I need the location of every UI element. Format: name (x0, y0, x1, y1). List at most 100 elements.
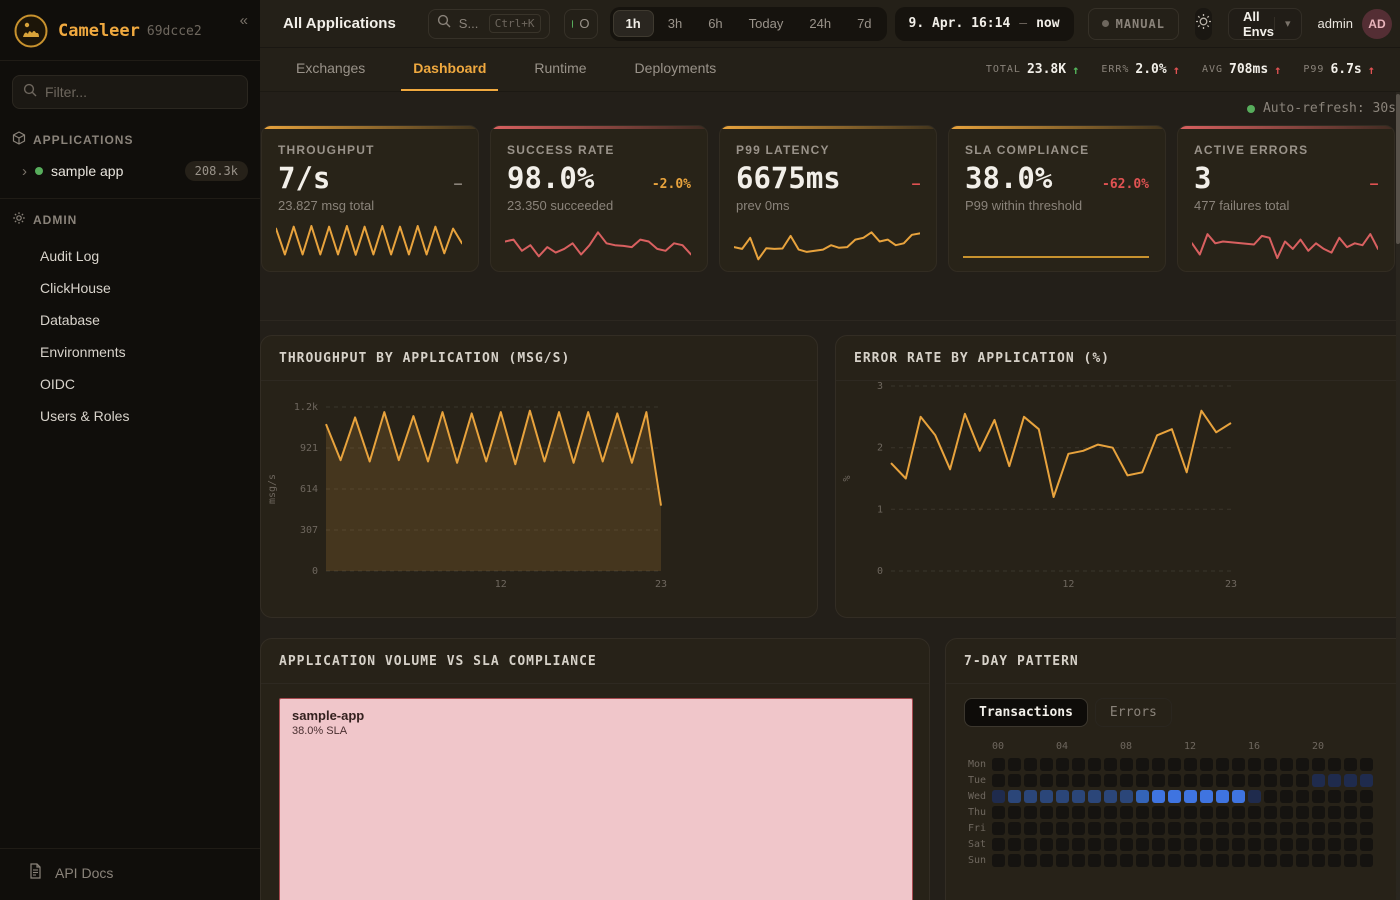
heatmap-cell[interactable] (1152, 822, 1165, 835)
heatmap-cell[interactable] (1056, 758, 1069, 771)
heatmap-cell[interactable] (1184, 822, 1197, 835)
heatmap-cell[interactable] (1280, 854, 1293, 867)
heatmap-cell[interactable] (1088, 854, 1101, 867)
heatmap-cell[interactable] (1024, 774, 1037, 787)
heatmap-cell[interactable] (1120, 790, 1133, 803)
heatmap-cell[interactable] (1360, 806, 1373, 819)
heatmap-cell[interactable] (1152, 854, 1165, 867)
heatmap-cell[interactable] (1248, 822, 1261, 835)
heatmap-cell[interactable] (1248, 774, 1261, 787)
heatmap-cell[interactable] (1184, 806, 1197, 819)
heatmap-cell[interactable] (1104, 822, 1117, 835)
heatmap-cell[interactable] (1136, 822, 1149, 835)
sidebar-item-database[interactable]: Database (40, 312, 100, 328)
heatmap-cell[interactable] (1232, 774, 1245, 787)
heatmap-cell[interactable] (1120, 822, 1133, 835)
heatmap-cell[interactable] (1152, 838, 1165, 851)
sidebar-item-clickhouse[interactable]: ClickHouse (40, 280, 111, 296)
heatmap-cell[interactable] (1344, 822, 1357, 835)
heatmap-cell[interactable] (1328, 774, 1341, 787)
heatmap-cell[interactable] (1312, 838, 1325, 851)
search-input[interactable] (458, 16, 481, 31)
heatmap-cell[interactable] (1216, 790, 1229, 803)
tab-dashboard[interactable]: Dashboard (401, 48, 499, 91)
heatmap-cell[interactable] (1040, 790, 1053, 803)
heatmap-cell[interactable] (1312, 790, 1325, 803)
heatmap-cell[interactable] (1264, 854, 1277, 867)
tab-runtime[interactable]: Runtime (534, 60, 587, 76)
heatmap-cell[interactable] (1072, 822, 1085, 835)
heatmap-toggle-transactions[interactable]: Transactions (964, 698, 1088, 727)
heatmap-cell[interactable] (1024, 854, 1037, 867)
heatmap-cell[interactable] (1120, 774, 1133, 787)
heatmap-cell[interactable] (1344, 854, 1357, 867)
time-range-24h[interactable]: 24h (809, 16, 832, 31)
heatmap-cell[interactable] (1232, 806, 1245, 819)
heatmap-cell[interactable] (1264, 790, 1277, 803)
time-range-7d[interactable]: 7d (857, 16, 872, 31)
heatmap-cell[interactable] (1344, 838, 1357, 851)
heatmap-cell[interactable] (1104, 774, 1117, 787)
heatmap-cell[interactable] (1040, 758, 1053, 771)
heatmap-cell[interactable] (1104, 854, 1117, 867)
environment-select[interactable]: All Envs ▾ (1227, 7, 1302, 40)
heatmap-cell[interactable] (1008, 854, 1021, 867)
heatmap-cell[interactable] (992, 790, 1005, 803)
heatmap-cell[interactable] (1216, 854, 1229, 867)
sidebar-item-api-docs[interactable]: API Docs (0, 848, 260, 900)
heatmap-cell[interactable] (1184, 838, 1197, 851)
time-range-today[interactable]: Today (748, 16, 784, 31)
heatmap-cell[interactable] (1312, 854, 1325, 867)
heatmap-cell[interactable] (1008, 838, 1021, 851)
heatmap-cell[interactable] (1104, 790, 1117, 803)
heatmap-cell[interactable] (1168, 790, 1181, 803)
heatmap-cell[interactable] (1072, 838, 1085, 851)
heatmap-cell[interactable] (1056, 806, 1069, 819)
sidebar-collapse-button[interactable]: « (239, 12, 248, 29)
heatmap-cell[interactable] (1280, 822, 1293, 835)
tab-deployments[interactable]: Deployments (634, 60, 717, 76)
heatmap-cell[interactable] (1296, 854, 1309, 867)
heatmap-cell[interactable] (1184, 790, 1197, 803)
heatmap-cell[interactable] (1232, 758, 1245, 771)
heatmap-cell[interactable] (1024, 822, 1037, 835)
heatmap-cell[interactable] (1024, 790, 1037, 803)
heatmap-cell[interactable] (1200, 838, 1213, 851)
heatmap-cell[interactable] (1216, 758, 1229, 771)
heatmap-cell[interactable] (1120, 854, 1133, 867)
heatmap-cell[interactable] (1104, 806, 1117, 819)
heatmap-cell[interactable] (1232, 854, 1245, 867)
heatmap-cell[interactable] (1248, 838, 1261, 851)
heatmap-cell[interactable] (1296, 774, 1309, 787)
heatmap-cell[interactable] (1328, 854, 1341, 867)
heatmap-cell[interactable] (1152, 774, 1165, 787)
heatmap-cell[interactable] (1088, 838, 1101, 851)
heatmap-cell[interactable] (1008, 774, 1021, 787)
heatmap-cell[interactable] (1136, 790, 1149, 803)
global-search[interactable]: Ctrl+K (427, 8, 550, 39)
heatmap-cell[interactable] (1312, 774, 1325, 787)
heatmap-cell[interactable] (1248, 758, 1261, 771)
heatmap-cell[interactable] (1296, 838, 1309, 851)
heatmap-cell[interactable] (1216, 838, 1229, 851)
heatmap-cell[interactable] (1008, 758, 1021, 771)
filter-input[interactable] (45, 84, 237, 100)
heatmap-cell[interactable] (1344, 806, 1357, 819)
manual-refresh-button[interactable]: MANUAL (1087, 7, 1179, 40)
heatmap-cell[interactable] (1088, 790, 1101, 803)
heatmap-cell[interactable] (1328, 790, 1341, 803)
heatmap-cell[interactable] (1296, 790, 1309, 803)
heatmap-cell[interactable] (1344, 774, 1357, 787)
heatmap-cell[interactable] (1280, 774, 1293, 787)
heatmap-cell[interactable] (1280, 758, 1293, 771)
heatmap-cell[interactable] (1248, 790, 1261, 803)
heatmap-cell[interactable] (1200, 854, 1213, 867)
heatmap-cell[interactable] (1184, 758, 1197, 771)
heatmap-cell[interactable] (1072, 774, 1085, 787)
time-range-3h[interactable]: 3h (667, 16, 683, 31)
heatmap-cell[interactable] (1136, 774, 1149, 787)
heatmap-cell[interactable] (1072, 854, 1085, 867)
heatmap-cell[interactable] (1024, 838, 1037, 851)
heatmap-cell[interactable] (1280, 790, 1293, 803)
heatmap-cell[interactable] (1296, 822, 1309, 835)
